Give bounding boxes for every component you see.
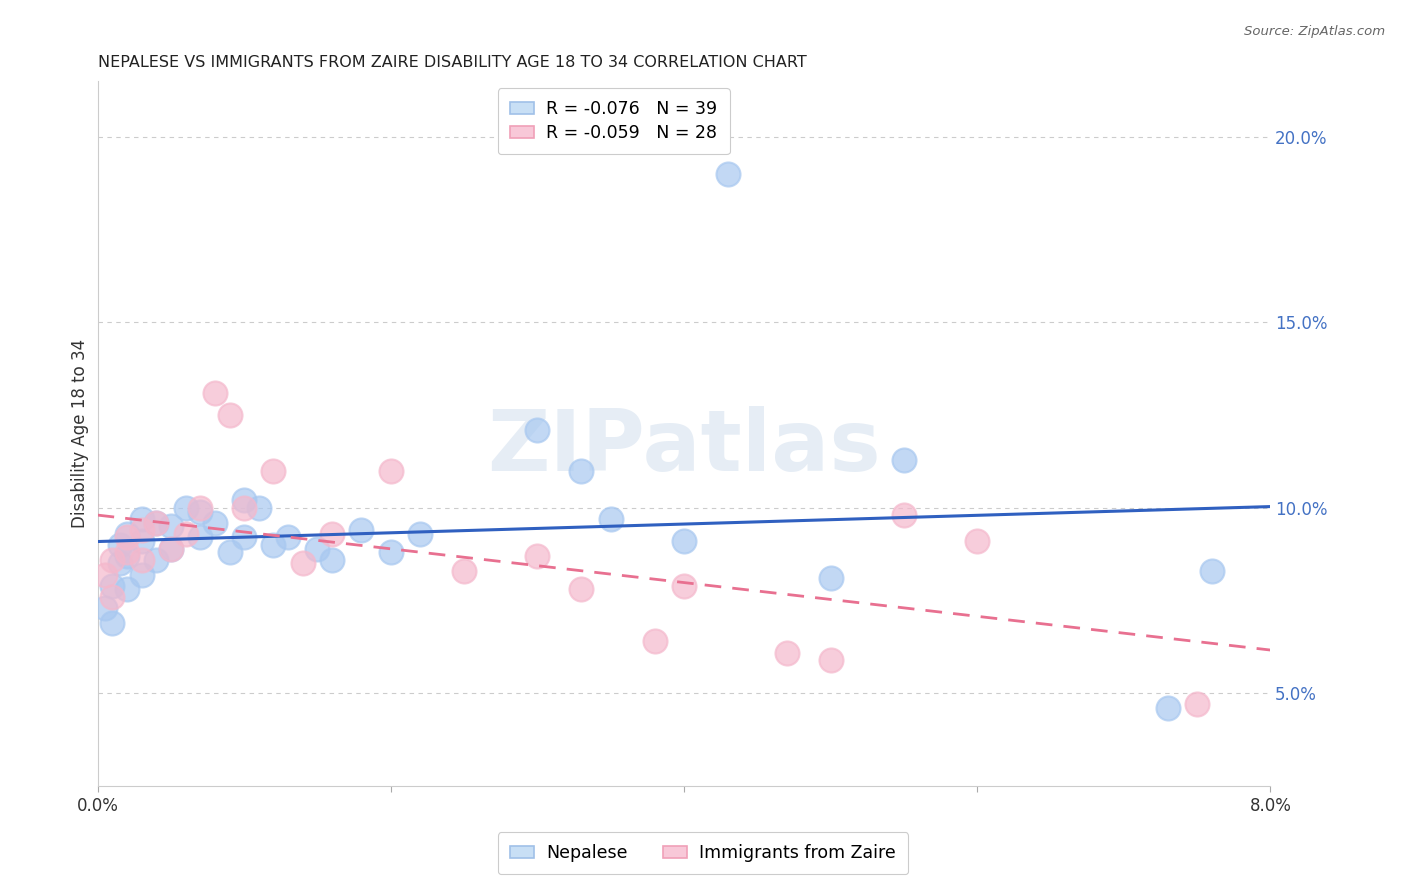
Point <box>526 549 548 563</box>
Point <box>131 512 153 526</box>
Point <box>160 519 183 533</box>
Point <box>321 526 343 541</box>
Text: NEPALESE VS IMMIGRANTS FROM ZAIRE DISABILITY AGE 18 TO 34 CORRELATION CHART: NEPALESE VS IMMIGRANTS FROM ZAIRE DISABI… <box>97 55 806 70</box>
Point <box>160 541 183 556</box>
Point <box>380 464 402 478</box>
Point <box>115 549 138 563</box>
Point <box>115 531 138 545</box>
Point <box>893 452 915 467</box>
Point <box>101 590 124 604</box>
Text: ZIPatlas: ZIPatlas <box>486 406 880 489</box>
Point <box>233 493 256 508</box>
Point <box>188 500 211 515</box>
Point <box>145 516 167 530</box>
Point <box>820 653 842 667</box>
Point <box>233 500 256 515</box>
Point <box>188 531 211 545</box>
Point <box>218 545 240 559</box>
Point <box>108 538 131 552</box>
Point <box>1201 564 1223 578</box>
Point <box>966 534 988 549</box>
Point <box>101 553 124 567</box>
Point <box>247 500 270 515</box>
Point <box>131 567 153 582</box>
Point <box>101 615 124 630</box>
Point <box>204 516 226 530</box>
Legend: R = -0.076   N = 39, R = -0.059   N = 28: R = -0.076 N = 39, R = -0.059 N = 28 <box>498 88 730 154</box>
Point <box>145 516 167 530</box>
Point <box>1185 698 1208 712</box>
Point <box>263 464 285 478</box>
Point <box>174 500 197 515</box>
Point <box>145 553 167 567</box>
Point <box>101 579 124 593</box>
Point <box>291 557 314 571</box>
Point <box>277 531 299 545</box>
Point <box>204 385 226 400</box>
Point <box>1157 701 1180 715</box>
Point <box>131 523 153 537</box>
Point <box>599 512 621 526</box>
Point <box>409 526 432 541</box>
Point <box>94 567 117 582</box>
Point <box>108 557 131 571</box>
Point <box>717 167 740 181</box>
Point <box>893 508 915 523</box>
Point <box>307 541 329 556</box>
Point <box>188 504 211 518</box>
Point <box>218 408 240 422</box>
Point <box>94 601 117 615</box>
Point <box>174 526 197 541</box>
Point <box>380 545 402 559</box>
Point <box>115 582 138 597</box>
Point <box>131 553 153 567</box>
Point <box>644 634 666 648</box>
Point <box>775 646 797 660</box>
Point <box>115 526 138 541</box>
Point <box>453 564 475 578</box>
Point <box>569 464 592 478</box>
Point <box>820 571 842 585</box>
Text: Source: ZipAtlas.com: Source: ZipAtlas.com <box>1244 25 1385 38</box>
Point <box>131 534 153 549</box>
Point <box>672 534 695 549</box>
Legend: Nepalese, Immigrants from Zaire: Nepalese, Immigrants from Zaire <box>498 832 908 874</box>
Point <box>672 579 695 593</box>
Point <box>569 582 592 597</box>
Point <box>526 423 548 437</box>
Point <box>321 553 343 567</box>
Y-axis label: Disability Age 18 to 34: Disability Age 18 to 34 <box>72 339 89 528</box>
Point <box>233 531 256 545</box>
Point <box>160 541 183 556</box>
Point <box>115 545 138 559</box>
Point <box>263 538 285 552</box>
Point <box>350 523 373 537</box>
